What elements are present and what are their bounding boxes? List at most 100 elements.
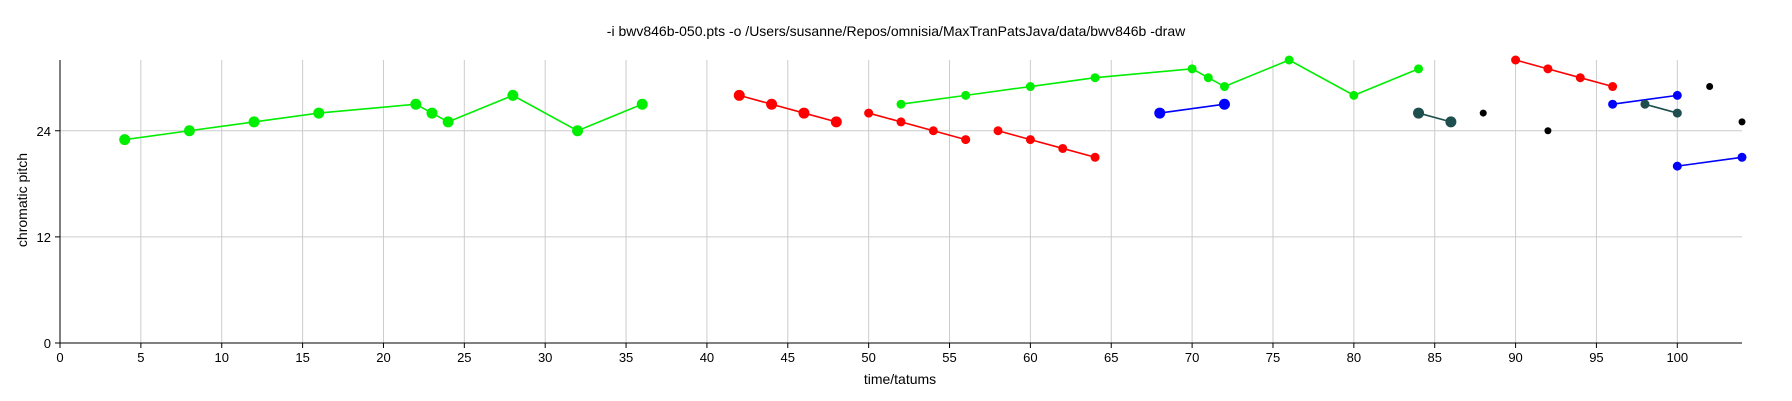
series-12	[1479, 83, 1746, 135]
x-axis-title: time/tatums	[864, 371, 936, 387]
series-line	[739, 94, 837, 123]
x-tick-label: 85	[1427, 350, 1441, 365]
data-point	[1738, 118, 1746, 126]
data-point	[119, 134, 131, 146]
data-point	[1706, 83, 1714, 91]
x-tick-label: 45	[781, 350, 795, 365]
series-7	[1413, 107, 1457, 128]
data-point	[1640, 99, 1650, 109]
data-point	[1413, 107, 1425, 119]
x-tick-label: 10	[214, 350, 228, 365]
series-line	[1515, 59, 1613, 88]
x-tick-label: 20	[376, 350, 390, 365]
x-tick-label: 95	[1589, 350, 1603, 365]
x-tick-label: 80	[1347, 350, 1361, 365]
data-point	[572, 125, 584, 137]
series-11	[1672, 152, 1747, 171]
data-point	[1575, 73, 1585, 83]
data-point	[248, 116, 260, 128]
data-point	[1511, 55, 1521, 65]
x-tick-label: 5	[137, 350, 144, 365]
series-line	[900, 59, 1419, 106]
data-point	[1608, 99, 1618, 109]
data-point	[993, 126, 1003, 136]
data-point	[1154, 107, 1166, 119]
series-line	[1677, 156, 1743, 167]
series-line	[997, 129, 1096, 159]
data-point	[798, 107, 810, 119]
data-point	[961, 90, 971, 100]
data-point	[1349, 90, 1359, 100]
series-8	[1511, 55, 1618, 92]
data-point	[1414, 64, 1424, 74]
x-tick-label: 75	[1266, 350, 1280, 365]
series-4	[993, 126, 1100, 162]
x-tick-label: 50	[861, 350, 875, 365]
x-tick-label: 65	[1104, 350, 1118, 365]
series-1	[119, 89, 648, 146]
x-tick-label: 30	[538, 350, 552, 365]
data-point	[896, 117, 906, 127]
data-point	[1479, 109, 1487, 117]
x-tick-label: 60	[1023, 350, 1037, 365]
data-point	[1737, 152, 1747, 162]
chart-title: -i bwv846b-050.pts -o /Users/susanne/Rep…	[607, 23, 1186, 39]
series-line	[124, 94, 643, 141]
data-point	[766, 98, 778, 110]
data-point	[1445, 116, 1457, 128]
series-line	[1644, 103, 1678, 114]
series-layer	[119, 55, 1747, 171]
data-point	[928, 126, 938, 136]
data-point	[1218, 98, 1230, 110]
x-tick-label: 70	[1185, 350, 1199, 365]
data-point	[313, 107, 325, 119]
tick-labels: 0 5 10 15 20 25 30 35 40 45 50 55 60 65 70 75 80 85 90 95 10…	[37, 124, 1689, 365]
data-point	[961, 135, 971, 145]
data-point	[896, 99, 906, 109]
data-point	[426, 107, 438, 119]
series-line	[1418, 112, 1452, 123]
x-tick-label: 100	[1666, 350, 1688, 365]
data-point	[1284, 55, 1294, 65]
data-point	[1219, 82, 1229, 92]
data-point	[1090, 73, 1100, 83]
data-point	[1187, 64, 1197, 74]
y-tick-label: 12	[37, 230, 51, 245]
x-tick-label: 35	[619, 350, 633, 365]
series-6	[1154, 98, 1230, 119]
data-point	[864, 108, 874, 118]
x-tick-label: 40	[700, 350, 714, 365]
data-point	[1672, 161, 1682, 171]
data-point	[1608, 82, 1618, 92]
x-tick-label: 25	[457, 350, 471, 365]
data-point	[733, 89, 745, 101]
series-5	[896, 55, 1424, 109]
data-point	[1058, 143, 1068, 153]
data-point	[1543, 64, 1553, 74]
data-point	[636, 98, 648, 110]
data-point	[1025, 135, 1035, 145]
data-point	[1025, 82, 1035, 92]
data-point	[1544, 127, 1552, 135]
axes	[55, 60, 1742, 348]
y-axis-title: chromatic pitch	[14, 153, 30, 247]
data-point	[1090, 152, 1100, 162]
data-point	[830, 116, 842, 128]
data-point	[442, 116, 454, 128]
data-point	[507, 89, 519, 101]
data-point	[1672, 90, 1682, 100]
data-point	[183, 125, 195, 137]
x-tick-label: 0	[56, 350, 63, 365]
series-10	[1640, 99, 1682, 118]
x-tick-label: 55	[942, 350, 956, 365]
series-line	[868, 112, 966, 141]
y-tick-label: 0	[44, 336, 51, 351]
data-point	[1672, 108, 1682, 118]
x-tick-label: 15	[295, 350, 309, 365]
series-line	[1159, 103, 1225, 114]
x-tick-label: 90	[1508, 350, 1522, 365]
data-point	[410, 98, 422, 110]
series-3	[864, 108, 971, 145]
y-tick-label: 24	[37, 124, 51, 139]
